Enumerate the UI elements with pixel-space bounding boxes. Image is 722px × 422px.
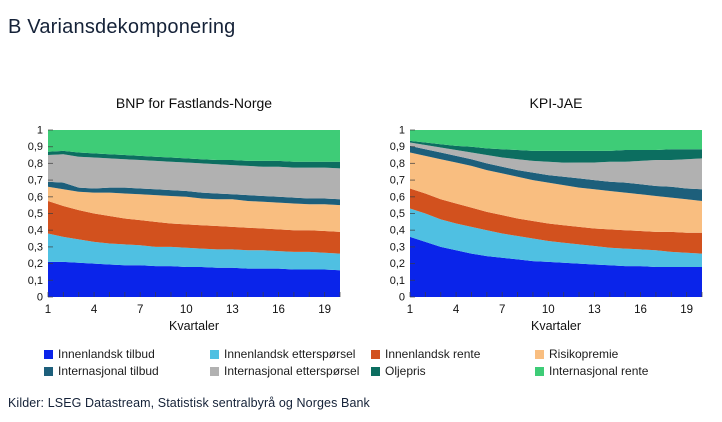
legend-item-internasjonal-tilbud: Internasjonal tilbud	[44, 363, 210, 379]
y-tick-label: 0,2	[390, 258, 405, 270]
legend-label: Internasjonal etterspørsel	[224, 364, 360, 378]
y-tick-label: 0	[399, 292, 405, 304]
chart-svg-kpi-jae: KPI-JAE 0 0,1 0,2 0,3 0,4 0,5 0,6 0,7 0,8 0,9 1 1 4 7 1…	[390, 95, 703, 332]
legend-label: Internasjonal tilbud	[58, 364, 159, 378]
legend-item-risikopremie: Risikopremie	[535, 346, 648, 362]
legend-swatch-icon	[210, 349, 219, 359]
y-tick-label: 1	[37, 125, 43, 137]
chart-title: KPI-JAE	[530, 95, 583, 111]
legend-swatch-icon	[210, 366, 219, 376]
y-tick-label: 0,1	[390, 275, 405, 287]
chart-title: BNP for Fastlands-Norge	[116, 95, 272, 111]
legend-swatch-icon	[44, 366, 53, 376]
y-tick-label: 0,3	[390, 241, 405, 253]
area-innenlandsk-rente	[48, 200, 340, 254]
legend-item-internasjonal-rente: Internasjonal rente	[535, 363, 648, 379]
area-internasjonal-ettersp-rsel	[48, 154, 340, 200]
x-axis-title: Kvartaler	[169, 319, 219, 332]
y-tick-label: 0,1	[28, 275, 43, 287]
y-tick-label: 0,8	[390, 158, 405, 170]
legend-item-innenlandsk-rente: Innenlandsk rente	[371, 346, 535, 362]
chart-svg-bnp-for-fastlands-norge: BNP for Fastlands-Norge 0 0,1 0,2 0,3 0,4 0,5 0…	[28, 95, 341, 332]
y-tick-label: 0,8	[28, 158, 43, 170]
y-tick-label: 0	[37, 292, 43, 304]
area-innenlandsk-tilbud	[48, 261, 340, 297]
legend-swatch-icon	[535, 349, 544, 359]
legend-label: Internasjonal rente	[549, 364, 649, 378]
chart-kpi-jae: KPI-JAE 0 0,1 0,2 0,3 0,4 0,5 0,6 0,7 0,8 0,9 1 1 4 7 1…	[368, 92, 720, 332]
area-risikopremie	[410, 152, 702, 233]
x-tick-label: 13	[588, 304, 601, 316]
y-tick-label: 1	[399, 125, 405, 137]
legend-swatch-icon	[535, 366, 544, 376]
x-tick-label: 1	[407, 304, 413, 316]
area-innenlandsk-ettersp-rsel	[48, 233, 340, 271]
y-tick-label: 0,3	[28, 241, 43, 253]
source-note: Kilder: LSEG Datastream, Statistisk sent…	[8, 396, 370, 410]
x-tick-label: 13	[226, 304, 239, 316]
area-oljepris	[410, 140, 702, 163]
legend-label: Oljepris	[385, 364, 426, 378]
x-tick-label: 19	[680, 304, 693, 316]
y-tick-label: 0,4	[390, 225, 405, 237]
x-tick-label: 19	[318, 304, 331, 316]
figure-title: B Variansdekomponering	[8, 16, 236, 38]
area-risikopremie	[48, 186, 340, 232]
area-internasjonal-tilbud	[48, 181, 340, 206]
legend-item-innenlandsk-tilbud: Innenlandsk tilbud	[44, 346, 210, 362]
y-tick-label: 0,2	[28, 258, 43, 270]
legend-label: Innenlandsk tilbud	[58, 347, 155, 361]
y-tick-label: 0,9	[390, 141, 405, 153]
x-tick-label: 16	[634, 304, 647, 316]
area-innenlandsk-tilbud	[410, 236, 702, 297]
chart-bnp-fastlands-norge: BNP for Fastlands-Norge 0 0,1 0,2 0,3 0,4 0,5 0…	[6, 92, 358, 332]
legend-item-internasjonal-ettersp-rsel: Internasjonal etterspørsel	[210, 363, 371, 379]
legend-swatch-icon	[371, 366, 380, 376]
y-tick-label: 0,5	[390, 208, 405, 220]
y-tick-label: 0,9	[28, 141, 43, 153]
charts-row: BNP for Fastlands-Norge 0 0,1 0,2 0,3 0,4 0,5 0…	[6, 92, 720, 332]
y-tick-label: 0,7	[28, 175, 43, 187]
area-oljepris	[48, 150, 340, 169]
legend: Innenlandsk tilbud Innenlandsk etterspørs…	[44, 346, 648, 379]
legend-swatch-icon	[371, 349, 380, 359]
area-internasjonal-rente	[410, 130, 702, 151]
y-tick-label: 0,4	[28, 225, 43, 237]
y-tick-label: 0,5	[28, 208, 43, 220]
area-innenlandsk-ettersp-rsel	[410, 208, 702, 267]
y-tick-label: 0,6	[390, 191, 405, 203]
legend-item-oljepris: Oljepris	[371, 363, 535, 379]
y-tick-label: 0,6	[28, 191, 43, 203]
x-tick-label: 7	[137, 304, 143, 316]
legend-item-innenlandsk-ettersp-rsel: Innenlandsk etterspørsel	[210, 346, 371, 362]
legend-label: Innenlandsk rente	[385, 347, 481, 361]
x-tick-label: 16	[272, 304, 285, 316]
legend-label: Risikopremie	[549, 347, 619, 361]
x-tick-label: 10	[180, 304, 193, 316]
legend-label: Innenlandsk etterspørsel	[224, 347, 356, 361]
area-internasjonal-ettersp-rsel	[410, 142, 702, 190]
area-innenlandsk-rente	[410, 188, 702, 254]
y-tick-label: 0,7	[390, 175, 405, 187]
x-tick-label: 4	[453, 304, 460, 316]
x-axis-title: Kvartaler	[531, 319, 581, 332]
x-tick-label: 7	[499, 304, 505, 316]
x-tick-label: 10	[542, 304, 555, 316]
x-tick-label: 4	[91, 304, 98, 316]
legend-swatch-icon	[44, 349, 53, 359]
area-internasjonal-tilbud	[410, 145, 702, 201]
area-internasjonal-rente	[48, 130, 340, 162]
x-tick-label: 1	[45, 304, 51, 316]
